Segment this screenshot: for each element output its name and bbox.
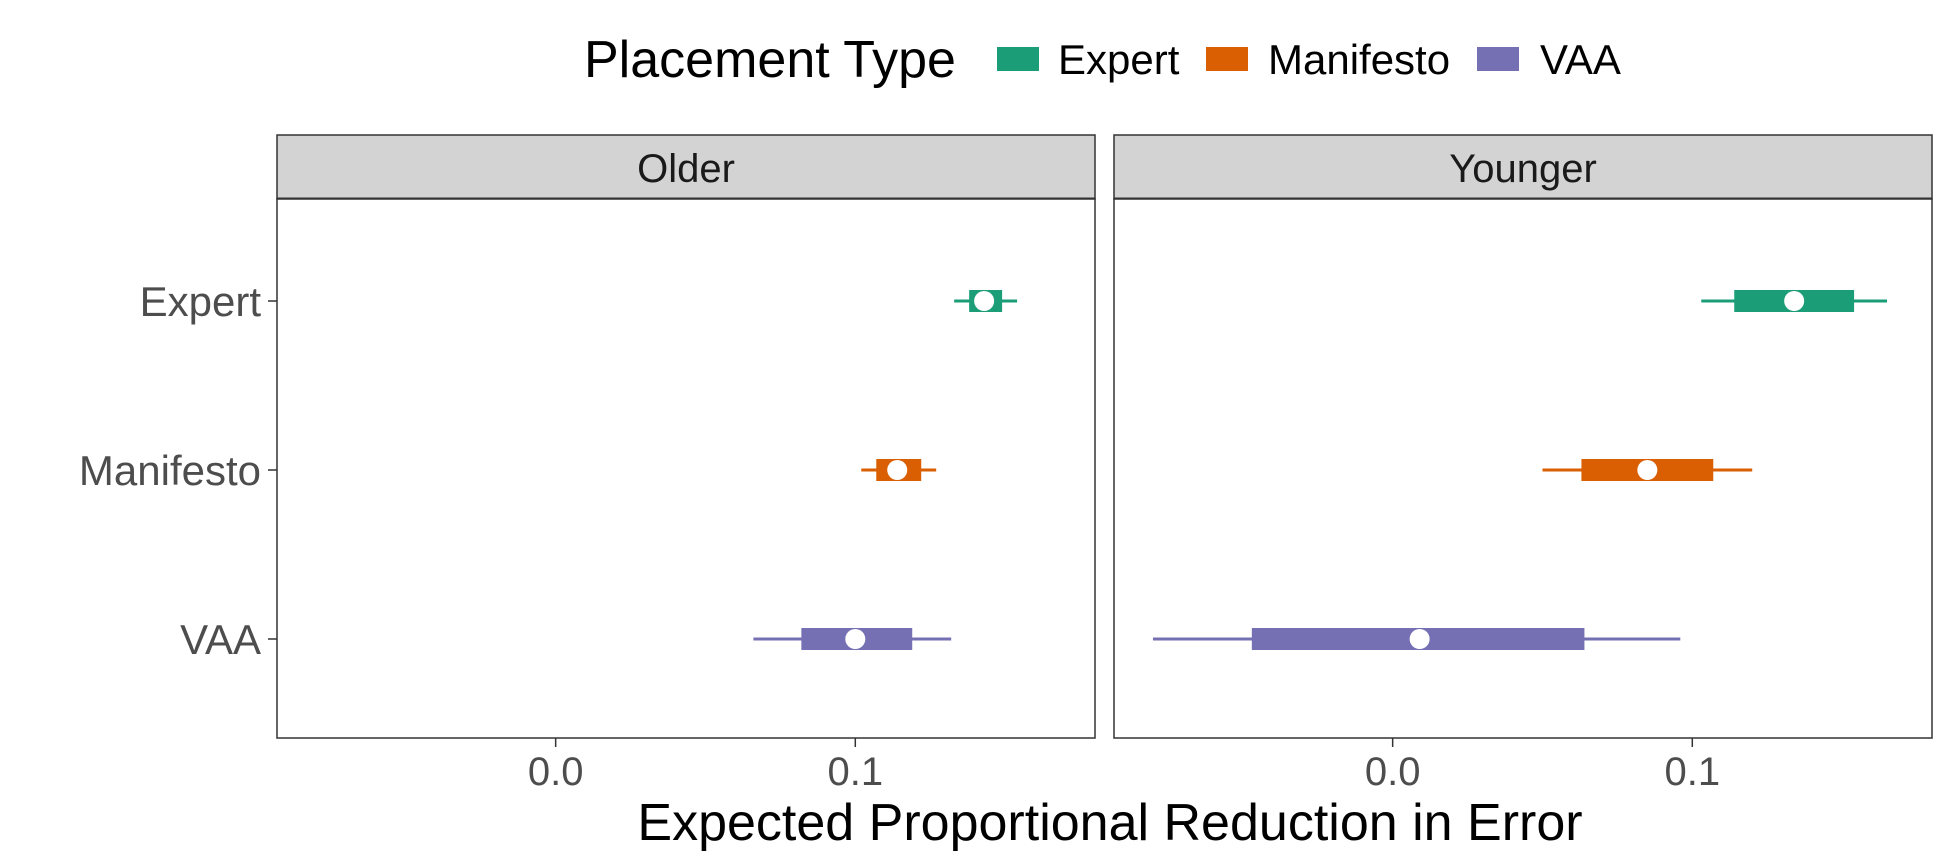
legend-key-manifesto [1206, 47, 1248, 71]
interval-expert [1701, 290, 1888, 312]
legend: Placement Type Expert Manifesto VAA [584, 31, 1621, 89]
x-tick-label: 0.1 [1664, 750, 1720, 794]
legend-title: Placement Type [584, 31, 956, 89]
interval-manifesto [861, 459, 937, 481]
x-axis-title: Expected Proportional Reduction in Error [637, 794, 1582, 852]
plot-panel [276, 198, 1096, 739]
point-estimate [845, 629, 866, 649]
interval-vaa [1152, 628, 1681, 650]
point-estimate [1409, 629, 1430, 649]
point-estimate [887, 460, 908, 480]
legend-label-manifesto: Manifesto [1268, 36, 1450, 83]
legend-label-vaa: VAA [1540, 36, 1621, 83]
y-tick-label-expert: Expert [140, 278, 262, 325]
y-tick-label-manifesto: Manifesto [79, 447, 261, 494]
point-estimate [974, 291, 995, 311]
point-estimate [1784, 291, 1805, 311]
y-tick-label-vaa: VAA [180, 616, 261, 663]
point-estimate [1637, 460, 1658, 480]
legend-key-vaa [1477, 47, 1519, 71]
legend-label-expert: Expert [1058, 36, 1180, 83]
facet-strip [276, 134, 1096, 200]
x-tick-label: 0.0 [528, 750, 584, 794]
x-tick-label: 0.1 [827, 750, 883, 794]
facet-label: Younger [1449, 147, 1597, 191]
panel-younger: Younger 0.0 0.1 [1113, 134, 1933, 794]
panel-older: Older 0.0 0.1 [276, 134, 1096, 794]
y-axis-labels: Expert Manifesto VAA [79, 278, 277, 663]
facet-label: Older [637, 147, 735, 191]
plot-panel [1113, 198, 1933, 739]
facet-panels: Older 0.0 0.1 Younger 0.0 0.1 [276, 134, 1933, 794]
legend-key-expert [997, 47, 1039, 71]
interval-expert [954, 290, 1018, 312]
interval-manifesto [1542, 459, 1753, 481]
x-tick-label: 0.0 [1365, 750, 1421, 794]
interval-vaa [753, 628, 952, 650]
